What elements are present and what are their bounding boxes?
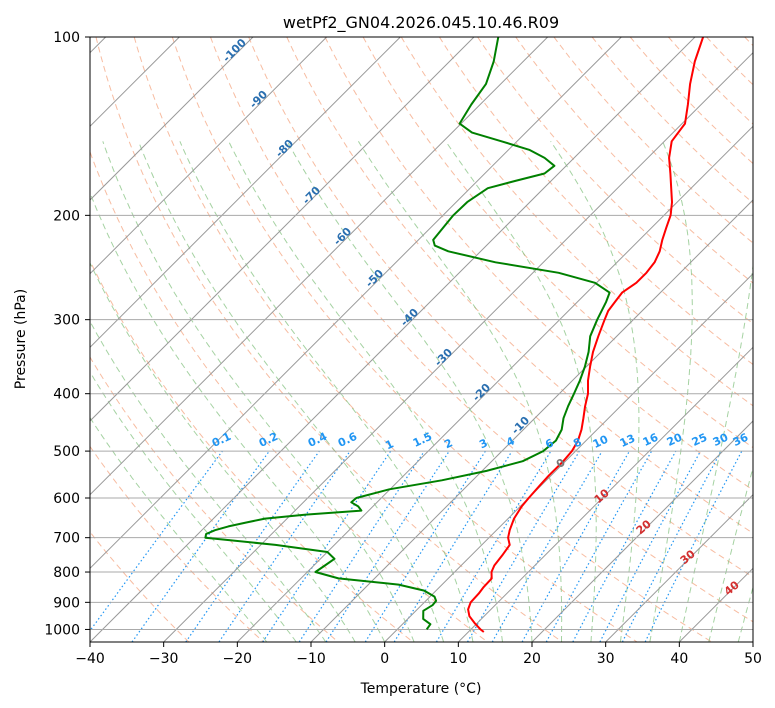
y-tick-label: 200 <box>53 208 80 224</box>
dry-adiabat-line <box>210 37 753 623</box>
mixing-ratio-line <box>572 450 677 642</box>
isotherm-line <box>384 272 753 642</box>
y-tick-label: 700 <box>53 531 80 547</box>
isotherm-line <box>90 37 254 201</box>
mixing-ratio-label: 36 <box>731 431 751 449</box>
mixing-ratio-label: 13 <box>618 432 637 450</box>
dry-adiabat-line <box>324 37 753 491</box>
y-tick-label: 400 <box>53 387 80 403</box>
dry-adiabat-line <box>90 445 264 642</box>
x-tick-label: −10 <box>296 651 326 667</box>
dry-adiabat-line <box>591 37 753 204</box>
x-tick-label: 50 <box>744 651 762 667</box>
isotherm-line <box>90 37 622 570</box>
x-tick-label: 20 <box>523 651 541 667</box>
isotherm-line <box>90 37 696 642</box>
mixing-ratio-line <box>298 450 425 642</box>
mixing-ratio-line <box>262 450 392 642</box>
isotherm-line <box>90 37 328 275</box>
dewpoint-trace <box>204 37 611 630</box>
mixing-ratio-label: 20 <box>665 431 685 449</box>
y-axis: 1000 900 800 700 600 500 400 300 200 100 <box>44 30 90 638</box>
y-tick-label: 100 <box>53 30 80 46</box>
mixing-ratio-line <box>545 450 653 642</box>
mixing-ratio-line <box>325 450 450 642</box>
mixing-ratio-line <box>90 450 223 632</box>
background-lines <box>90 37 753 642</box>
y-tick-label: 1000 <box>44 622 80 638</box>
y-tick-label: 800 <box>53 565 80 581</box>
mixing-ratio-line <box>521 450 631 642</box>
chart-title: wetPf2_GN04.2026.045.10.46.R09 <box>283 13 559 33</box>
isotherm-line <box>531 420 753 642</box>
mixing-ratio-label: 16 <box>641 431 661 449</box>
isotherm-line <box>605 493 753 642</box>
mixing-ratio-label: 10 <box>591 433 611 451</box>
dry-adiabat-line <box>171 37 712 642</box>
isotherm-line <box>163 51 753 642</box>
y-tick-label: 600 <box>53 491 80 507</box>
dry-adiabat-line <box>95 37 563 642</box>
mixing-ratio-line <box>218 450 351 642</box>
isotherm-line <box>90 37 549 496</box>
mixing-ratio-label: 25 <box>690 431 709 449</box>
dry-adiabat-line <box>286 37 753 534</box>
x-tick-label: −40 <box>75 651 105 667</box>
y-tick-label: 500 <box>53 444 80 460</box>
x-tick-label: −20 <box>223 651 253 667</box>
mixing-ratio-line <box>131 450 270 642</box>
mixing-ratio-line <box>644 450 743 642</box>
x-tick-label: 0 <box>380 651 389 667</box>
dry-adiabat-line <box>553 37 753 244</box>
x-axis: −40 −30 −20 −10 0 10 20 30 40 50 <box>75 642 762 667</box>
dry-adiabat-line <box>133 37 638 642</box>
dry-adiabat-line <box>248 37 753 578</box>
x-axis-label: Temperature (°C) <box>360 681 482 697</box>
temperature-trace <box>467 37 705 633</box>
dry-adiabat-line <box>438 37 753 366</box>
x-tick-label: −30 <box>149 651 179 667</box>
dry-adiabat-line <box>90 259 414 642</box>
isotherm-line <box>457 346 753 642</box>
y-tick-label: 900 <box>53 595 80 611</box>
y-tick-label: 300 <box>53 313 80 329</box>
data-series <box>204 37 705 633</box>
mixing-ratio-line <box>393 450 513 642</box>
isotherm-line <box>236 125 753 642</box>
isotherm-line <box>310 199 753 642</box>
y-axis-label: Pressure (hPa) <box>13 289 29 389</box>
x-tick-label: 40 <box>670 651 688 667</box>
mixing-ratio-label: 30 <box>711 431 731 449</box>
dry-adiabat-line <box>400 37 753 407</box>
x-tick-label: 30 <box>597 651 615 667</box>
plot-frame <box>89 36 754 643</box>
isotherm-line <box>90 37 475 422</box>
x-tick-label: 10 <box>449 651 467 667</box>
mixing-ratio-line <box>185 450 320 642</box>
isotherm-line <box>90 37 401 349</box>
